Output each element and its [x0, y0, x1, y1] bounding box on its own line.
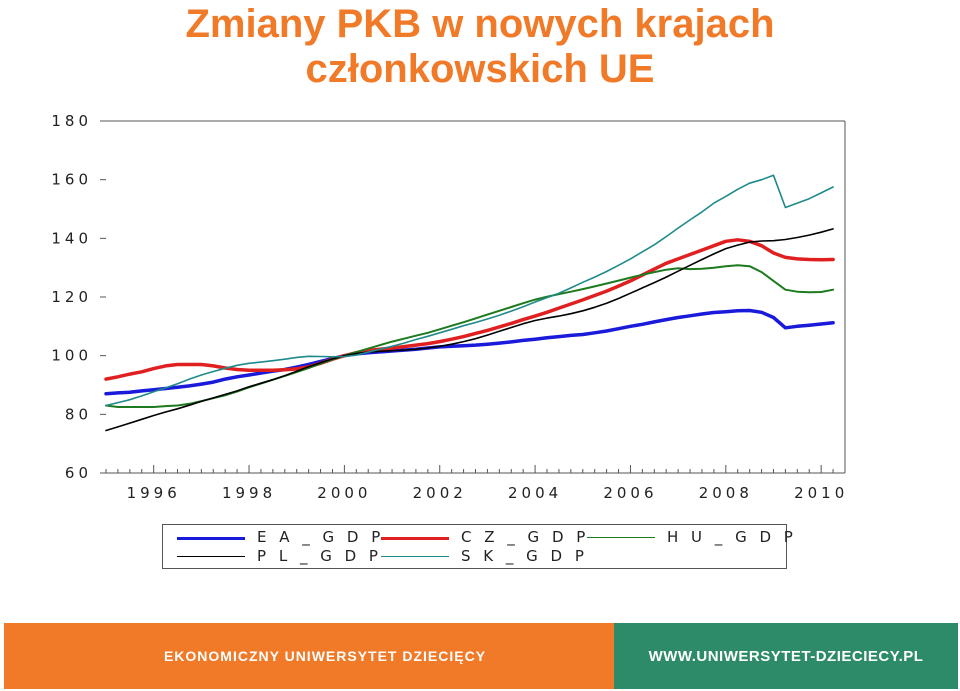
- page-title: Zmiany PKB w nowych krajach członkowskic…: [0, 2, 960, 92]
- x-tick-label: 1996: [127, 484, 181, 502]
- footer-website[interactable]: WWW.UNIWERSYTET-DZIECIECY.PL: [614, 623, 958, 689]
- x-tick-label: 2006: [603, 484, 657, 502]
- x-tick-label: 2000: [317, 484, 371, 502]
- legend-label: H U _ G D P: [667, 528, 797, 546]
- series-line-cz-gdp: [104, 238, 835, 381]
- title-line-2: członkowskich UE: [305, 47, 655, 91]
- series-line-sk-gdp: [105, 174, 834, 407]
- y-tick-label: 180: [51, 112, 92, 130]
- footer-organization: EKONOMICZNY UNIWERSYTET DZIECIĘCY: [4, 623, 614, 689]
- x-tick-label: 1998: [222, 484, 276, 502]
- y-tick-label: 160: [51, 171, 92, 189]
- footer-organization-text: EKONOMICZNY UNIWERSYTET DZIECIĘCY: [163, 648, 487, 664]
- legend-swatch: [177, 556, 245, 557]
- y-tick-label: 60: [65, 464, 92, 482]
- footer-website-text[interactable]: WWW.UNIWERSYTET-DZIECIECY.PL: [648, 647, 924, 665]
- legend-label: C Z _ G D P: [461, 528, 590, 546]
- title-line-1: Zmiany PKB w nowych krajach: [185, 2, 775, 46]
- y-tick-label: 140: [51, 229, 92, 247]
- legend-swatch: [381, 537, 449, 540]
- series-line-ea-gdp: [104, 308, 835, 396]
- x-tick-label: 2010: [794, 484, 848, 502]
- y-tick-label: 120: [51, 288, 92, 306]
- footer-banner: EKONOMICZNY UNIWERSYTET DZIECIĘCY WWW.UN…: [4, 623, 958, 689]
- legend-label: E A _ G D P: [257, 528, 385, 546]
- y-tick-label: 80: [65, 405, 92, 423]
- y-tick-label: 100: [51, 347, 92, 365]
- series-line-hu-gdp: [105, 264, 835, 408]
- legend-swatch: [177, 537, 245, 540]
- legend-label: P L _ G D P: [257, 547, 382, 565]
- legend-swatch: [381, 556, 449, 557]
- x-tick-label: 2008: [699, 484, 753, 502]
- x-tick-label: 2004: [508, 484, 562, 502]
- legend-swatch: [587, 537, 655, 538]
- legend-label: S K _ G D P: [461, 547, 588, 565]
- series-line-pl-gdp: [105, 228, 834, 432]
- x-tick-label: 2002: [413, 484, 467, 502]
